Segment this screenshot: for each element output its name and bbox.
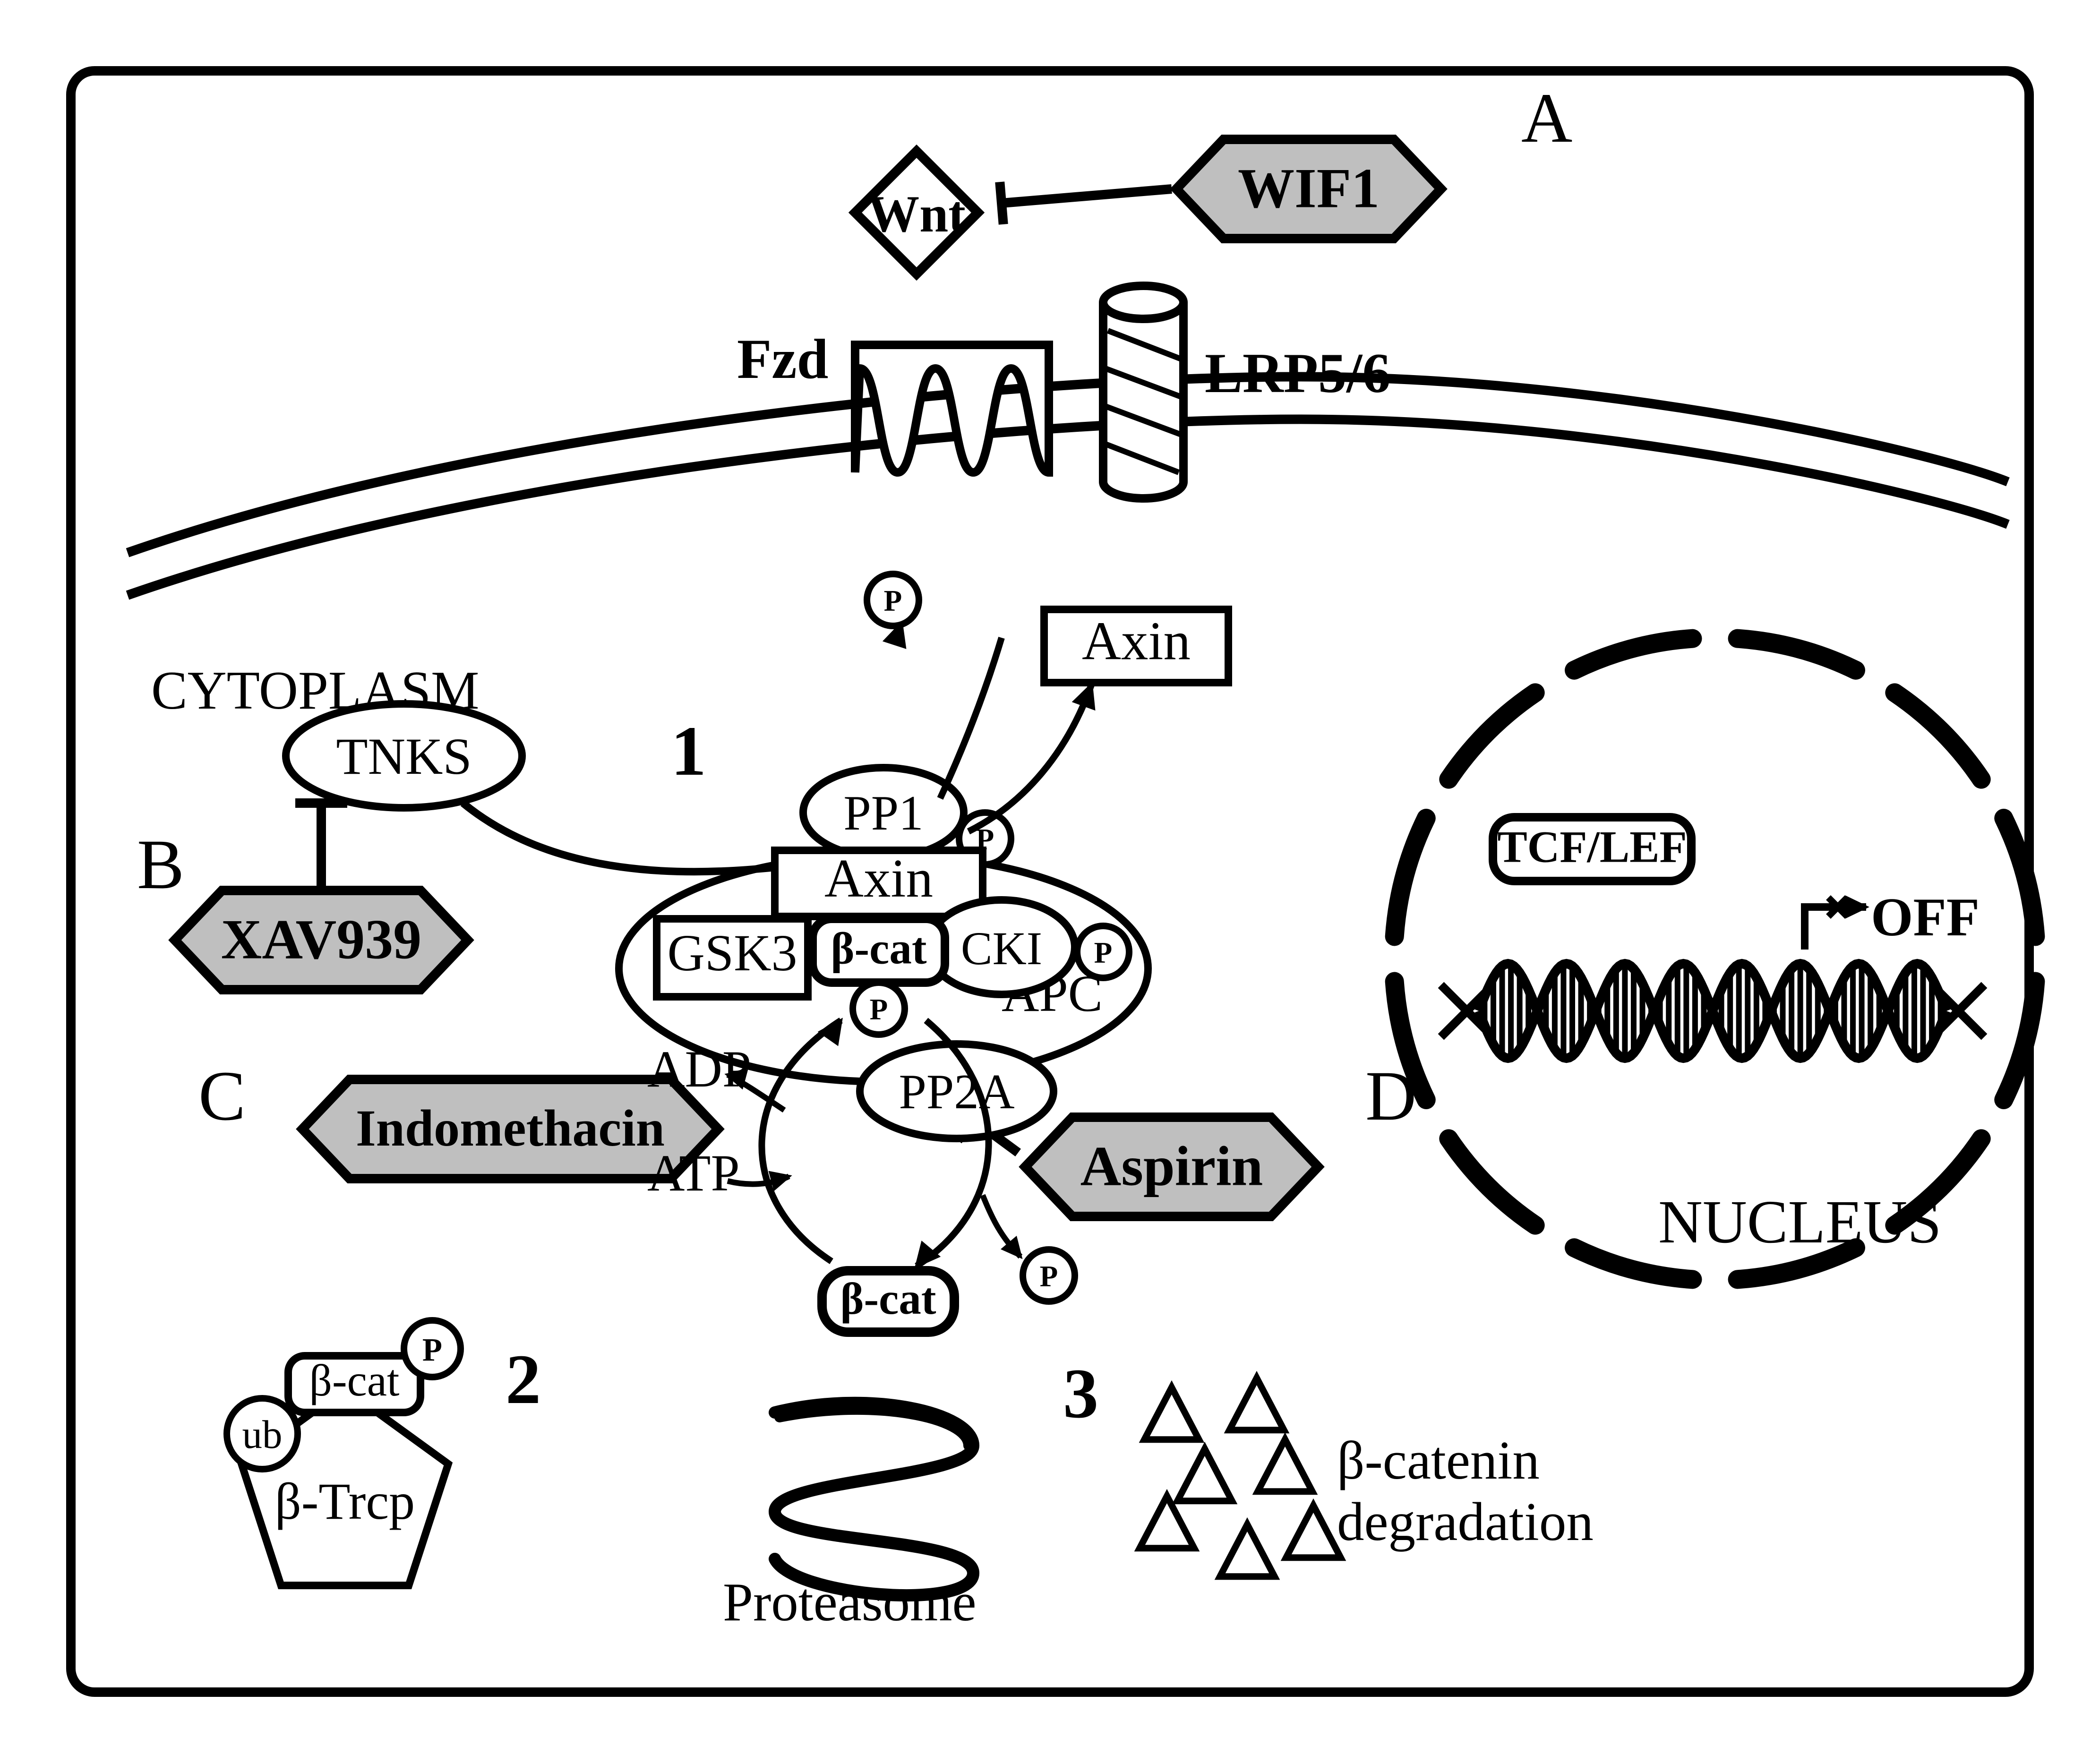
svg-text:P: P: [1094, 936, 1113, 969]
svg-text:Fzd: Fzd: [737, 327, 828, 390]
svg-text:P: P: [1040, 1260, 1058, 1293]
svg-text:Proteasome: Proteasome: [723, 1572, 977, 1632]
svg-text:β-catenin: β-catenin: [1337, 1430, 1540, 1490]
svg-text:Axin: Axin: [824, 848, 933, 908]
svg-text:XAV939: XAV939: [221, 907, 422, 970]
svg-text:3: 3: [1063, 1354, 1098, 1433]
svg-text:ub: ub: [242, 1412, 283, 1457]
svg-text:ATP: ATP: [647, 1144, 740, 1202]
svg-text:GSK3: GSK3: [667, 924, 797, 982]
svg-text:ADP: ADP: [647, 1040, 751, 1098]
svg-text:P: P: [884, 584, 902, 617]
svg-text:β-cat: β-cat: [840, 1274, 936, 1324]
svg-text:Indomethacin: Indomethacin: [356, 1099, 665, 1157]
svg-text:TCF/LEF: TCF/LEF: [1497, 822, 1687, 872]
svg-text:P: P: [870, 993, 888, 1026]
svg-text:TNKS: TNKS: [336, 727, 471, 785]
svg-text:P: P: [422, 1332, 442, 1368]
svg-text:1: 1: [671, 712, 706, 790]
svg-text:Aspirin: Aspirin: [1080, 1134, 1263, 1197]
svg-text:degradation: degradation: [1337, 1492, 1594, 1552]
svg-text:Axin: Axin: [1082, 611, 1191, 671]
svg-text:Wnt: Wnt: [867, 185, 966, 243]
svg-text:B: B: [137, 825, 184, 904]
svg-text:β-cat: β-cat: [831, 924, 927, 974]
svg-text:C: C: [198, 1057, 246, 1135]
svg-text:β-cat: β-cat: [309, 1355, 400, 1405]
svg-text:PP1: PP1: [843, 785, 923, 840]
svg-text:OFF: OFF: [1871, 887, 1980, 947]
svg-text:β-Trcp: β-Trcp: [275, 1472, 415, 1530]
svg-text:CKI: CKI: [961, 922, 1042, 975]
svg-text:PP2A: PP2A: [899, 1064, 1014, 1119]
svg-text:A: A: [1521, 79, 1572, 157]
svg-text:WIF1: WIF1: [1238, 156, 1380, 219]
svg-text:2: 2: [506, 1340, 541, 1419]
svg-text:LRP5/6: LRP5/6: [1205, 342, 1390, 404]
